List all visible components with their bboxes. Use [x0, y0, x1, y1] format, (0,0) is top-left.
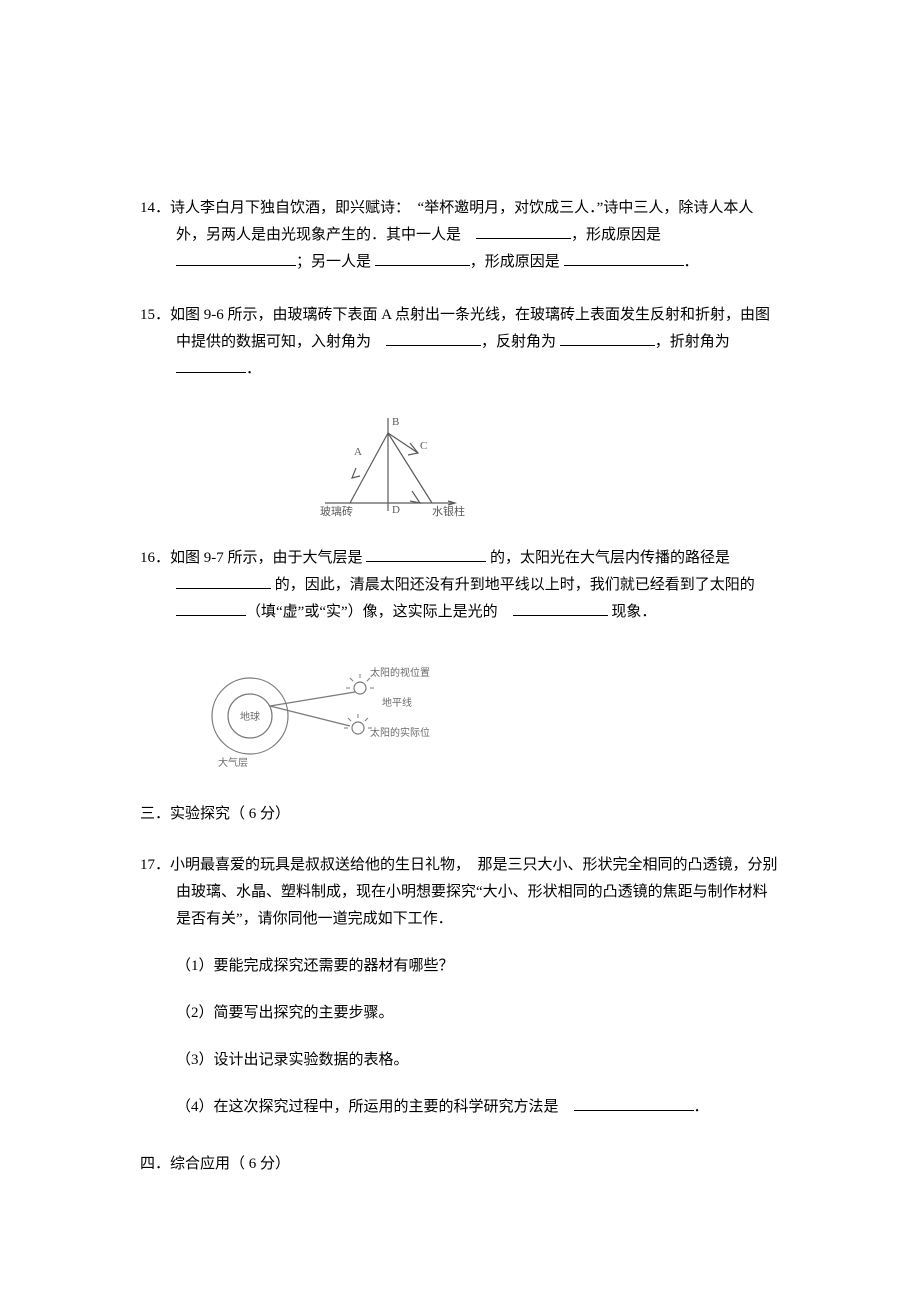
q15-text-b: ，反射角为 — [481, 334, 560, 350]
q15-blank-1 — [386, 331, 481, 346]
q15-body: 15．如图 9-6 所示，由玻璃砖下表面 A 点射出一条光线，在玻璃砖上表面发生… — [140, 302, 780, 383]
q17-sub4-b: ． — [694, 1099, 709, 1115]
q14-blank-3 — [375, 251, 470, 266]
q16-number: 16． — [140, 550, 170, 566]
q14-body: 14．诗人李白月下独自饮酒，即兴赋诗： “举杯邀明月，对饮成三人．”诗中三人，除… — [140, 195, 780, 276]
q14-number: 14． — [140, 200, 170, 216]
fig15-label-left: 玻璃砖 — [320, 504, 353, 518]
q16-text-b: 的，太阳光在大气层内传播的路径是 — [486, 550, 730, 566]
q14-text-e: ． — [684, 254, 699, 270]
q16-text-a: 如图 9-7 所示，由于大气层是 — [170, 550, 366, 566]
q14-blank-2 — [176, 251, 296, 266]
q15-number: 15． — [140, 307, 170, 323]
section-4-heading: 四．综合应用（ 6 分） — [140, 1151, 780, 1178]
q17-number: 17． — [140, 857, 170, 873]
q16-blank-2 — [176, 574, 271, 589]
q16-body: 16．如图 9-7 所示，由于大气层是 的，太阳光在大气层内传播的路径是 的，因… — [140, 545, 780, 626]
figure-9-6-svg: A B C D 玻璃砖 水银柱 — [320, 413, 470, 523]
question-16: 16．如图 9-7 所示，由于大气层是 的，太阳光在大气层内传播的路径是 的，因… — [140, 545, 780, 626]
q16-blank-4 — [513, 601, 608, 616]
question-17: 17．小明最喜爱的玩具是叔叔送给他的生日礼物， 那是三只大小、形状完全相同的凸透… — [140, 852, 780, 1121]
q17-sub3: （3）设计出记录实验数据的表格。 — [140, 1047, 780, 1074]
fig15-label-B: B — [392, 416, 399, 428]
fig16-label-earth: 地球 — [240, 710, 260, 723]
fig16-label-suntop: 太阳的视位置 — [370, 666, 430, 679]
figure-9-7: 地球 大气层 太阳的视位置 地平线 太阳的实际位置 — [200, 656, 780, 771]
q14-blank-1 — [476, 224, 571, 239]
figure-9-6: A B C D 玻璃砖 水银柱 — [320, 413, 780, 523]
figure-9-7-svg: 地球 大气层 太阳的视位置 地平线 太阳的实际位置 — [200, 656, 430, 771]
fig16-label-sunbottom: 太阳的实际位置 — [370, 726, 430, 739]
exam-page: 14．诗人李白月下独自饮酒，即兴赋诗： “举杯邀明月，对饮成三人．”诗中三人，除… — [0, 0, 920, 1301]
q17-text: 小明最喜爱的玩具是叔叔送给他的生日礼物， 那是三只大小、形状完全相同的凸透镜，分… — [170, 857, 778, 927]
fig15-label-C: C — [420, 440, 427, 452]
q16-blank-3 — [176, 601, 246, 616]
fig15-label-right: 水银柱 — [432, 504, 465, 518]
q14-text-c: ；另一人是 — [296, 254, 375, 270]
q16-text-c: 的，因此，清晨太阳还没有升到地平线以上时，我们就已经看到了太阳的 — [271, 577, 755, 593]
fig16-label-horizon: 地平线 — [382, 696, 412, 709]
q14-text-b: ，形成原因是 — [571, 227, 661, 243]
q15-text-c: ，折射角为 — [655, 334, 730, 350]
q17-body: 17．小明最喜爱的玩具是叔叔送给他的生日礼物， 那是三只大小、形状完全相同的凸透… — [140, 852, 780, 933]
q15-blank-2 — [560, 331, 655, 346]
q14-text-d: ，形成原因是 — [470, 254, 564, 270]
q17-sub4: （4）在这次探究过程中，所运用的主要的科学研究方法是 ． — [140, 1094, 780, 1121]
q17-sub1: （1）要能完成探究还需要的器材有哪些？ — [140, 953, 780, 980]
q16-text-e: 现象． — [608, 604, 657, 620]
q16-blank-1 — [366, 547, 486, 562]
fig16-label-atmo: 大气层 — [218, 756, 248, 769]
fig15-label-D: D — [392, 504, 400, 516]
q15-blank-3 — [176, 358, 246, 373]
q14-text-a: 诗人李白月下独自饮酒，即兴赋诗： “举杯邀明月，对饮成三人．”诗中三人，除诗人本… — [170, 200, 753, 243]
q16-text-d: （填“虚”或“实”）像，这实际上是光的 — [246, 604, 513, 620]
question-15: 15．如图 9-6 所示，由玻璃砖下表面 A 点射出一条光线，在玻璃砖上表面发生… — [140, 302, 780, 383]
q15-text-d: ． — [246, 361, 261, 377]
question-14: 14．诗人李白月下独自饮酒，即兴赋诗： “举杯邀明月，对饮成三人．”诗中三人，除… — [140, 195, 780, 276]
q17-sub2: （2）简要写出探究的主要步骤。 — [140, 1000, 780, 1027]
q17-sub4-a: （4）在这次探究过程中，所运用的主要的科学研究方法是 — [176, 1099, 574, 1115]
q14-blank-4 — [564, 251, 684, 266]
fig15-label-A: A — [354, 446, 362, 458]
q17-sub4-blank — [574, 1096, 694, 1111]
section-3-heading: 三．实验探究（ 6 分） — [140, 801, 780, 828]
